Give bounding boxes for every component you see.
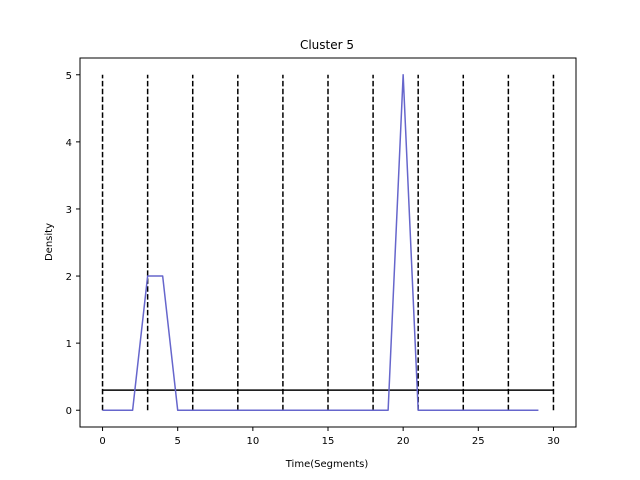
y-tick-label-2: 2 — [66, 272, 72, 283]
x-axis-label: Time(Segments) — [285, 459, 369, 470]
axes-layer: 0 5 10 15 20 25 30 0 1 2 3 4 5 — [66, 57, 577, 447]
y-tick-label-5: 5 — [66, 71, 72, 82]
x-tick-label-5: 25 — [472, 436, 485, 447]
x-tick-label-0: 0 — [99, 436, 105, 447]
y-tick-label-3: 3 — [66, 205, 72, 216]
x-tick-label-4: 20 — [397, 436, 410, 447]
x-tick-label-6: 30 — [547, 436, 560, 447]
y-tick-label-1: 1 — [66, 339, 72, 350]
y-axis-label: Density — [44, 223, 55, 261]
y-tick-label-0: 0 — [66, 406, 72, 417]
y-tick-label-4: 4 — [66, 138, 72, 149]
series-line-0 — [102, 74, 539, 411]
x-tick-label-3: 15 — [322, 436, 335, 447]
x-tick-label-2: 10 — [246, 436, 259, 447]
plot-layer — [101, 74, 555, 411]
x-tick-label-1: 5 — [175, 436, 181, 447]
chart-title: Cluster 5 — [300, 38, 354, 52]
